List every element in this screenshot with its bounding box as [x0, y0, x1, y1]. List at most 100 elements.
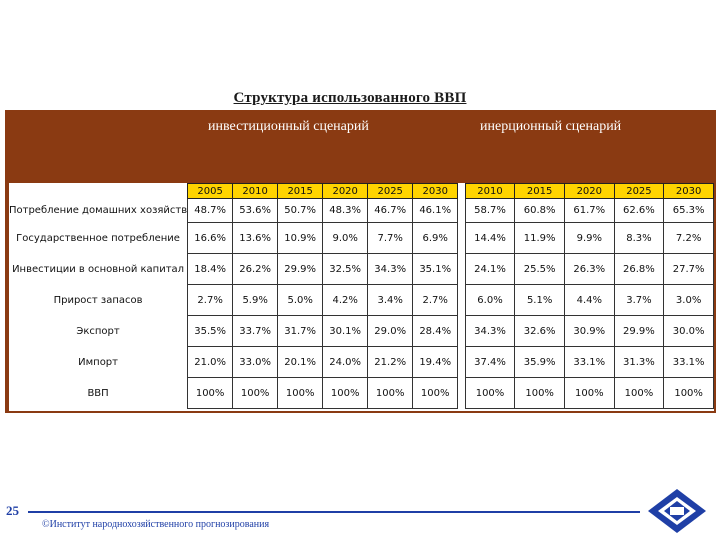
- investment-value-cell: 6.9%: [412, 222, 459, 254]
- inertial-year-header: 2010: [464, 183, 516, 199]
- investment-value-cell: 100%: [322, 377, 369, 409]
- inertial-value-cell: 30.9%: [563, 315, 615, 347]
- inertial-value-cell: 24.1%: [464, 253, 516, 285]
- row-label: Прирост запасов: [53, 294, 143, 306]
- investment-value-cell: 13.6%: [232, 222, 279, 254]
- investment-value-cell: 29.0%: [367, 315, 414, 347]
- slide-title: Структура использованного ВВП: [233, 90, 467, 106]
- inertial-value-cell: 35.9%: [514, 346, 565, 378]
- investment-value-cell: 100%: [277, 377, 324, 409]
- row-label: Потребление домашних хозяйств: [9, 205, 188, 216]
- scenario-inertial-label: инерционный сценарий: [480, 119, 622, 134]
- investment-value-cell: 10.9%: [277, 222, 324, 254]
- inertial-year-header: 2020: [563, 183, 615, 199]
- investment-value-cell: 28.4%: [412, 315, 459, 347]
- investment-year-header: 2025: [367, 183, 414, 199]
- table-row: Государственное потребление 16.6% 13.6% 10.…: [9, 222, 714, 254]
- inertial-value-cell: 3.7%: [613, 284, 665, 316]
- inertial-year-header: 2030: [663, 183, 714, 199]
- inertial-value-cell: 65.3%: [663, 198, 714, 223]
- investment-value-cell: 2.7%: [412, 284, 459, 316]
- table-row: Импорт 21.0% 33.0% 20.1% 24.0% 21.2% 19.4% 37.4…: [9, 346, 714, 378]
- investment-value-cell: 5.9%: [232, 284, 279, 316]
- row-label: Инвестиции в основной капитал: [12, 263, 185, 275]
- investment-value-cell: 21.2%: [367, 346, 414, 378]
- investment-value-cell: 46.1%: [412, 198, 459, 223]
- row-label: ВВП: [87, 387, 109, 399]
- scenario-gap: [458, 316, 465, 347]
- footer-copyright: ©Институт народнохозяйственного прогнози…: [42, 519, 270, 530]
- investment-value-cell: 20.1%: [277, 346, 324, 378]
- inertial-value-cell: 3.0%: [663, 284, 714, 316]
- investment-value-cell: 32.5%: [322, 253, 369, 285]
- table-row: Инвестиции в основной капитал 18.4% 26.2% 2…: [9, 253, 714, 285]
- investment-value-cell: 48.3%: [322, 198, 369, 223]
- inertial-value-cell: 30.0%: [663, 315, 714, 347]
- investment-value-cell: 2.7%: [187, 284, 234, 316]
- inertial-value-cell: 9.9%: [563, 222, 615, 254]
- inertial-value-cell: 25.5%: [514, 253, 565, 285]
- inertial-value-cell: 26.8%: [613, 253, 665, 285]
- scenario-investment-label: инвестиционный сценарий: [208, 119, 369, 134]
- inertial-value-cell: 31.3%: [613, 346, 665, 378]
- gdp-structure-table-area: 2005 2010 2015 2020 2025 2030 2010 2015 …: [9, 183, 714, 411]
- scenario-gap: [458, 254, 465, 285]
- scenario-gap: [457, 183, 466, 199]
- table-row: Потребление домашних хозяйств 48.7% 53.6% 5…: [9, 198, 714, 223]
- investment-value-cell: 33.7%: [232, 315, 279, 347]
- investment-value-cell: 100%: [367, 377, 414, 409]
- inertial-value-cell: 5.1%: [514, 284, 565, 316]
- investment-value-cell: 4.2%: [322, 284, 369, 316]
- investment-value-cell: 50.7%: [277, 198, 324, 223]
- investment-value-cell: 5.0%: [277, 284, 324, 316]
- inertial-value-cell: 11.9%: [514, 222, 565, 254]
- investment-value-cell: 31.7%: [277, 315, 324, 347]
- inertial-value-cell: 26.3%: [563, 253, 615, 285]
- investment-year-header: 2030: [412, 183, 459, 199]
- inertial-year-header: 2025: [613, 183, 665, 199]
- investment-value-cell: 53.6%: [232, 198, 279, 223]
- table-row: Экспорт 35.5% 33.7% 31.7% 30.1% 29.0% 28.4% 34.…: [9, 315, 714, 347]
- row-label: Импорт: [78, 356, 118, 368]
- inertial-value-cell: 62.6%: [613, 198, 665, 223]
- inertial-value-cell: 33.1%: [563, 346, 615, 378]
- year-header-row: 2005 2010 2015 2020 2025 2030 2010 2015 …: [9, 183, 714, 199]
- inertial-value-cell: 27.7%: [663, 253, 714, 285]
- inertial-value-cell: 100%: [514, 377, 565, 409]
- row-label-header: [9, 183, 188, 199]
- inertial-value-cell: 100%: [464, 377, 516, 409]
- investment-year-header: 2015: [277, 183, 324, 199]
- investment-value-cell: 46.7%: [367, 198, 414, 223]
- investment-value-cell: 24.0%: [322, 346, 369, 378]
- table-row: Прирост запасов 2.7% 5.9% 5.0% 4.2% 3.4% 2.7% 6…: [9, 284, 714, 316]
- row-label: Государственное потребление: [16, 232, 180, 244]
- inertial-value-cell: 7.2%: [663, 222, 714, 254]
- investment-value-cell: 26.2%: [232, 253, 279, 285]
- scenario-gap: [458, 199, 465, 223]
- inertial-value-cell: 32.6%: [514, 315, 565, 347]
- investment-value-cell: 18.4%: [187, 253, 234, 285]
- inertial-value-cell: 6.0%: [464, 284, 516, 316]
- inertial-value-cell: 61.7%: [563, 198, 615, 223]
- investment-value-cell: 21.0%: [187, 346, 234, 378]
- inertial-year-header: 2015: [514, 183, 565, 199]
- footer-divider: [28, 511, 640, 513]
- investment-value-cell: 7.7%: [367, 222, 414, 254]
- investment-value-cell: 100%: [412, 377, 459, 409]
- investment-value-cell: 100%: [187, 377, 234, 409]
- scenario-gap: [458, 223, 465, 254]
- page-number: 25: [6, 503, 19, 518]
- investment-value-cell: 3.4%: [367, 284, 414, 316]
- inertial-value-cell: 34.3%: [464, 315, 516, 347]
- investment-value-cell: 34.3%: [367, 253, 414, 285]
- investment-year-header: 2010: [232, 183, 279, 199]
- scenario-gap: [458, 378, 465, 409]
- inertial-value-cell: 100%: [663, 377, 714, 409]
- inertial-value-cell: 29.9%: [613, 315, 665, 347]
- inertial-value-cell: 14.4%: [464, 222, 516, 254]
- investment-value-cell: 100%: [232, 377, 279, 409]
- institute-logo-icon: [648, 489, 706, 533]
- scenario-gap: [458, 285, 465, 316]
- investment-value-cell: 35.5%: [187, 315, 234, 347]
- inertial-value-cell: 4.4%: [563, 284, 615, 316]
